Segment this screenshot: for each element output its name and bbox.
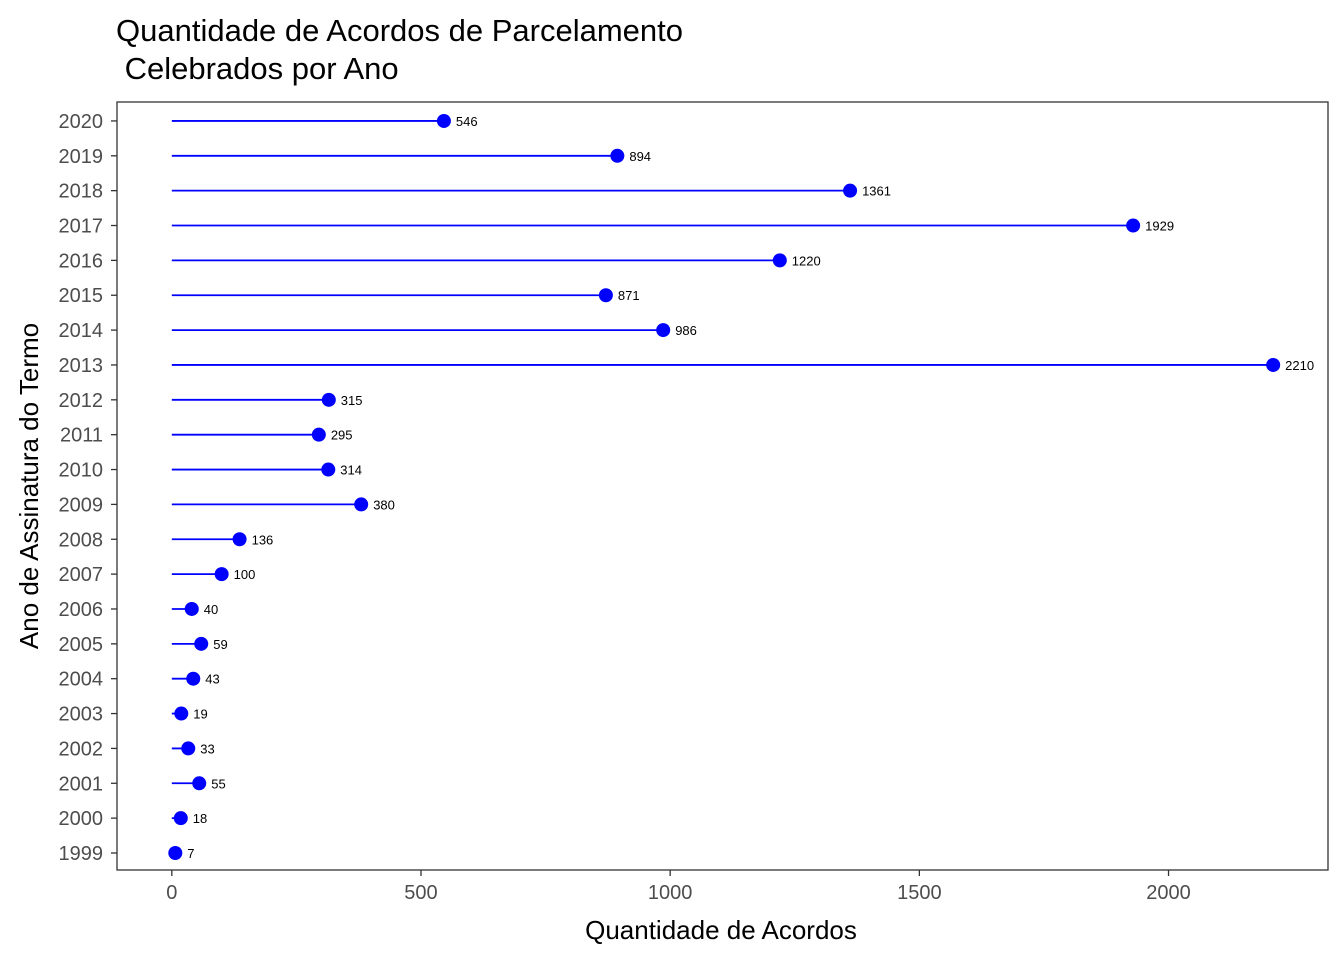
lollipop-point <box>186 671 201 686</box>
y-tick-label: 2001 <box>59 773 104 795</box>
y-tick-label: 2008 <box>59 529 104 551</box>
data-label: 314 <box>340 463 362 478</box>
lollipop-point <box>598 288 613 303</box>
y-tick-label: 2007 <box>59 564 104 586</box>
y-tick-label: 2015 <box>59 285 104 307</box>
data-label: 19 <box>193 707 207 722</box>
x-tick-label: 500 <box>404 882 437 904</box>
x-tick-label: 2000 <box>1146 882 1191 904</box>
data-label: 295 <box>331 428 353 443</box>
data-label: 2210 <box>1285 358 1314 373</box>
lollipop-point <box>311 427 326 442</box>
lollipop-point <box>174 706 189 721</box>
y-axis: 1999 2000 2001 2002 2003 2004 2005 2006 2007 2008… <box>59 111 117 865</box>
data-label: 100 <box>234 567 256 582</box>
lollipop-point <box>843 183 858 198</box>
data-label: 546 <box>456 114 478 129</box>
data-label: 59 <box>213 637 227 652</box>
chart-title-line-1: Quantidade de Acordos de Parcelamento <box>116 13 683 48</box>
data-label: 18 <box>193 811 207 826</box>
data-label: 7 <box>187 846 194 861</box>
lollipop-point <box>181 741 196 756</box>
y-tick-label: 2004 <box>59 669 104 691</box>
data-label: 1929 <box>1145 219 1174 234</box>
y-tick-label: 2016 <box>59 250 104 272</box>
y-tick-label: 2006 <box>59 599 104 621</box>
lollipop-point <box>354 497 369 512</box>
x-tick-label: 0 <box>166 882 177 904</box>
y-tick-label: 2010 <box>59 460 104 482</box>
data-label: 380 <box>373 497 395 512</box>
lollipop-point <box>184 601 199 616</box>
lollipop-point <box>194 636 209 651</box>
y-tick-label: 2013 <box>59 355 104 377</box>
plot-panel-border <box>116 101 1329 871</box>
data-label: 43 <box>205 672 219 687</box>
data-label: 871 <box>618 288 640 303</box>
lollipop-point <box>321 462 336 477</box>
data-label: 894 <box>629 149 651 164</box>
lollipop-point <box>192 776 207 791</box>
data-label: 1361 <box>862 184 891 199</box>
lollipop-point <box>610 148 625 163</box>
y-tick-label: 2017 <box>59 216 104 238</box>
lollipop-point <box>436 113 451 128</box>
x-tick-label: 1500 <box>897 882 942 904</box>
lollipop-point <box>321 392 336 407</box>
x-tick-label: 1000 <box>648 882 693 904</box>
y-tick-label: 2011 <box>60 425 103 447</box>
y-tick-label: 2000 <box>59 808 104 830</box>
lollipop-point <box>173 811 188 826</box>
y-axis-title: Ano de Assinatura do Termo <box>14 323 44 649</box>
y-tick-label: 2012 <box>59 390 104 412</box>
y-tick-label: 2002 <box>59 738 104 760</box>
lollipop-point <box>214 567 229 582</box>
series-layer: 7 18 55 33 19 43 59 40 100 136 380 314 295 315 2210 986… <box>168 113 1314 861</box>
y-tick-label: 2018 <box>59 181 104 203</box>
y-tick-label: 2014 <box>59 320 104 342</box>
data-label: 136 <box>252 532 274 547</box>
data-label: 55 <box>211 776 225 791</box>
y-tick-label: 2020 <box>59 111 104 133</box>
y-tick-label: 2009 <box>59 494 104 516</box>
lollipop-point <box>168 846 183 860</box>
lollipop-point <box>772 253 787 268</box>
data-label: 986 <box>675 323 697 338</box>
data-label: 315 <box>341 393 363 408</box>
data-label: 40 <box>204 602 218 617</box>
lollipop-point <box>656 323 671 338</box>
y-tick-label: 2019 <box>59 146 104 168</box>
data-label: 33 <box>200 741 214 756</box>
lollipop-point <box>1126 218 1141 233</box>
y-tick-label: 2003 <box>59 704 104 726</box>
y-tick-label: 1999 <box>59 843 104 865</box>
y-tick-label: 2005 <box>59 634 104 656</box>
data-label: 1220 <box>792 253 821 268</box>
x-axis: 0 500 1000 1500 2000 <box>166 870 1191 904</box>
lollipop-point <box>1266 357 1281 372</box>
lollipop-point <box>232 532 247 547</box>
x-axis-title: Quantidade de Acordos <box>585 915 857 945</box>
chart-title-line-2: Celebrados por Ano <box>116 51 399 86</box>
